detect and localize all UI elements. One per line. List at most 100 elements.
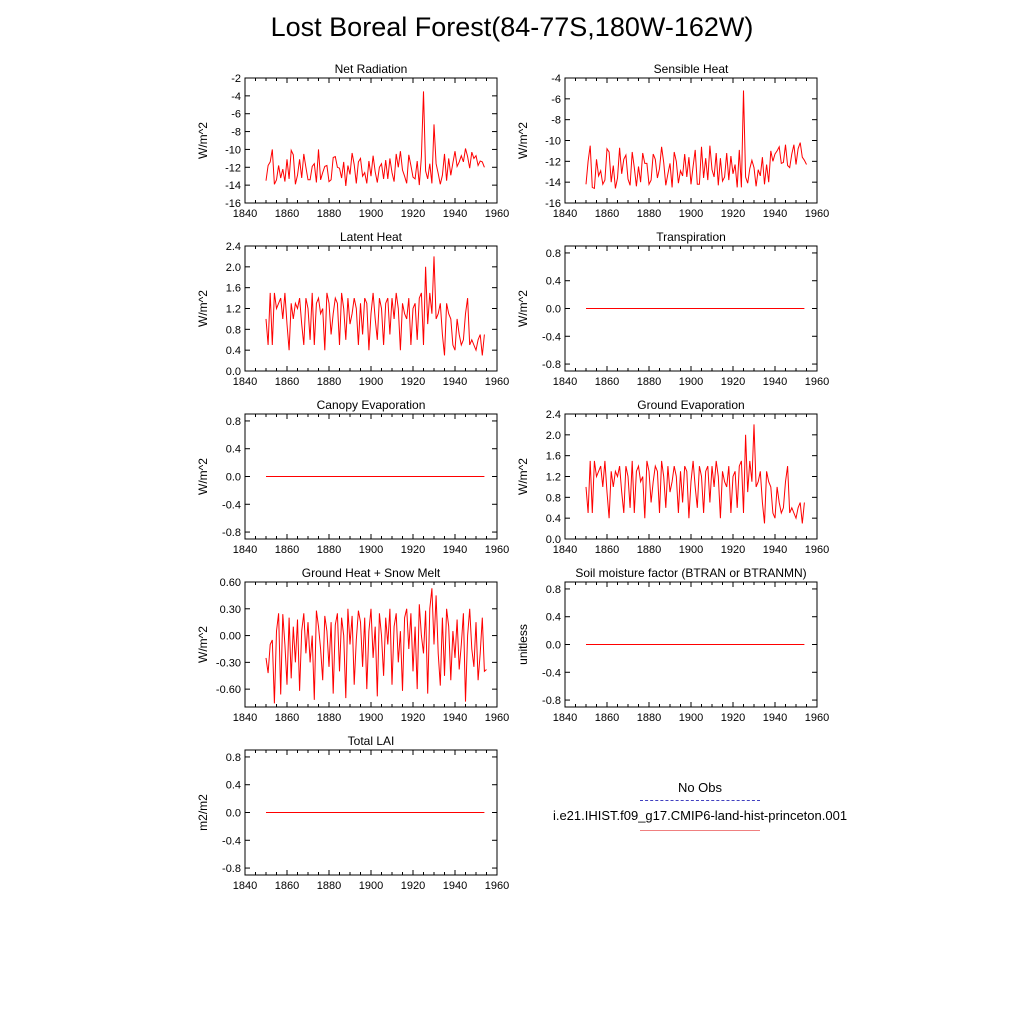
x-tick-label: 1940 xyxy=(443,544,467,556)
plot-frame xyxy=(244,581,498,708)
panel-title: Canopy Evaporation xyxy=(317,398,426,412)
x-tick-label: 1960 xyxy=(485,376,509,388)
x-tick-label: 1940 xyxy=(443,712,467,724)
y-tick-label: -16 xyxy=(545,198,561,210)
y-tick-label: -0.4 xyxy=(542,331,561,343)
y-axis-label: W/m^2 xyxy=(196,290,210,327)
x-tick-label: 1960 xyxy=(485,712,509,724)
chart-panel-9: 1840 1860 1880 1900 1920 1940 1960 -0.8 -0.4 0.0 0… xyxy=(196,734,509,892)
y-tick-label: 2.4 xyxy=(226,241,241,253)
x-tick-label: 1940 xyxy=(443,208,467,220)
y-tick-label: 0.30 xyxy=(220,604,241,616)
y-axis-label: W/m^2 xyxy=(196,626,210,663)
x-tick-label: 1880 xyxy=(317,208,341,220)
y-tick-label: -0.60 xyxy=(216,684,241,696)
y-tick-label: 0.4 xyxy=(546,276,561,288)
y-tick-label: -0.30 xyxy=(216,657,241,669)
y-tick-label: 1.2 xyxy=(546,472,561,484)
y-tick-label: 2.4 xyxy=(546,409,561,421)
y-tick-label: 0.0 xyxy=(546,640,561,652)
y-tick-label: 0.0 xyxy=(226,366,241,378)
series-line xyxy=(585,424,805,524)
panel-title: Transpiration xyxy=(656,230,726,244)
x-tick-label: 1860 xyxy=(275,376,299,388)
x-tick-label: 1900 xyxy=(359,544,383,556)
x-tick-label: 1840 xyxy=(553,544,577,556)
panel-title: Soil moisture factor (BTRAN or BTRANMN) xyxy=(575,566,806,580)
y-axis-label: W/m^2 xyxy=(196,458,210,495)
x-tick-label: 1920 xyxy=(721,712,745,724)
x-tick-label: 1860 xyxy=(595,712,619,724)
x-tick-label: 1960 xyxy=(485,880,509,892)
y-tick-label: 0.0 xyxy=(226,472,241,484)
x-tick-label: 1840 xyxy=(233,208,257,220)
x-tick-label: 1920 xyxy=(401,544,425,556)
y-tick-label: 0.8 xyxy=(546,492,561,504)
x-tick-label: 1920 xyxy=(721,544,745,556)
series-line xyxy=(585,90,807,190)
x-tick-label: 1900 xyxy=(679,544,703,556)
y-tick-label: -0.4 xyxy=(222,835,241,847)
chart-panel-1: 1840 1860 1880 1900 1920 1940 1960 -16 -14 -12 -10… xyxy=(196,62,509,220)
y-tick-label: 0.8 xyxy=(226,324,241,336)
legend-model-label: i.e21.IHIST.f09_g17.CMIP6-land-hist-prin… xyxy=(552,808,848,823)
x-tick-label: 1920 xyxy=(721,376,745,388)
series-line xyxy=(265,256,485,356)
y-tick-label: 0.4 xyxy=(226,780,241,792)
page-title: Lost Boreal Forest(84-77S,180W-162W) xyxy=(270,12,754,42)
x-tick-label: 1920 xyxy=(401,208,425,220)
x-tick-label: 1960 xyxy=(805,376,829,388)
legend-obs-swatch xyxy=(640,800,760,801)
y-tick-label: 0.0 xyxy=(226,808,241,820)
x-tick-label: 1860 xyxy=(595,208,619,220)
y-tick-label: -8 xyxy=(551,115,561,127)
chart-panel-2: 1840 1860 1880 1900 1920 1940 1960 -16 -14 -12 -10… xyxy=(516,62,829,220)
x-tick-label: 1840 xyxy=(233,712,257,724)
y-tick-label: 0.8 xyxy=(546,248,561,260)
y-tick-label: 2.0 xyxy=(226,262,241,274)
y-tick-label: -0.8 xyxy=(222,527,241,539)
y-axis-label: W/m^2 xyxy=(516,122,530,159)
y-tick-label: -0.4 xyxy=(222,499,241,511)
x-tick-label: 1840 xyxy=(553,376,577,388)
series-line xyxy=(265,91,485,187)
x-tick-label: 1880 xyxy=(637,208,661,220)
y-tick-label: -6 xyxy=(231,109,241,121)
chart-panel-7: 1840 1860 1880 1900 1920 1940 1960 -0.60 -0.30 0.… xyxy=(196,566,509,724)
y-tick-label: -0.4 xyxy=(542,667,561,679)
x-tick-label: 1840 xyxy=(233,544,257,556)
y-tick-label: 0.60 xyxy=(220,577,241,589)
x-tick-label: 1940 xyxy=(763,712,787,724)
y-tick-label: -14 xyxy=(225,180,241,192)
y-tick-label: -2 xyxy=(231,73,241,85)
chart-panel-5: 1840 1860 1880 1900 1920 1940 1960 -0.8 -0.4 0.0 0… xyxy=(196,398,509,556)
x-tick-label: 1860 xyxy=(595,544,619,556)
y-tick-label: 0.0 xyxy=(546,534,561,546)
y-tick-label: -0.8 xyxy=(542,695,561,707)
x-tick-label: 1920 xyxy=(401,376,425,388)
x-tick-label: 1940 xyxy=(443,880,467,892)
panel-title: Ground Evaporation xyxy=(637,398,744,412)
y-tick-label: 0.8 xyxy=(226,416,241,428)
x-tick-label: 1860 xyxy=(275,208,299,220)
x-tick-label: 1920 xyxy=(721,208,745,220)
y-tick-label: 0.4 xyxy=(226,444,241,456)
x-tick-label: 1960 xyxy=(805,712,829,724)
x-tick-label: 1880 xyxy=(317,712,341,724)
panel-title: Ground Heat + Snow Melt xyxy=(302,566,441,580)
x-tick-label: 1860 xyxy=(275,544,299,556)
series-line xyxy=(265,588,487,704)
x-tick-label: 1920 xyxy=(401,712,425,724)
y-tick-label: -4 xyxy=(551,73,561,85)
x-tick-label: 1900 xyxy=(359,208,383,220)
y-axis-label: W/m^2 xyxy=(516,290,530,327)
plot-frame xyxy=(244,77,498,204)
y-axis-label: W/m^2 xyxy=(196,122,210,159)
chart-panel-4: 1840 1860 1880 1900 1920 1940 1960 -0.8 -0.4 0.0 0… xyxy=(516,230,829,388)
panel-title: Sensible Heat xyxy=(654,62,729,76)
plot-frame xyxy=(564,413,818,540)
x-tick-label: 1920 xyxy=(401,880,425,892)
y-tick-label: 0.4 xyxy=(226,345,241,357)
x-tick-label: 1840 xyxy=(553,712,577,724)
